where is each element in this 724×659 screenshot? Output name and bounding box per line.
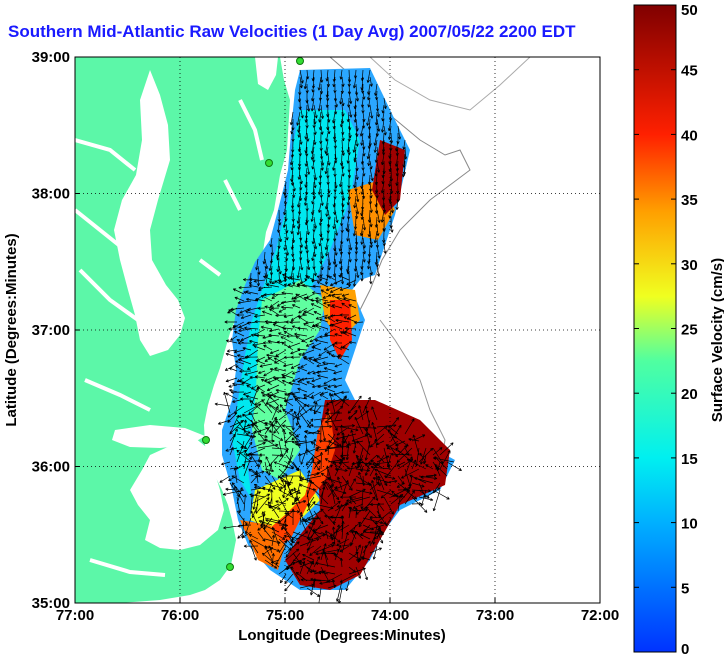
radar-site-marker (202, 436, 210, 444)
x-tick-label: 72:00 (581, 607, 619, 624)
colorbar-tick-label: 50 (681, 2, 698, 19)
colorbar-tick-label: 40 (681, 127, 698, 144)
colorbar-tick-label: 45 (681, 63, 698, 80)
y-tick-label: 37:00 (32, 322, 70, 339)
x-tick-label: 75:00 (266, 607, 304, 624)
y-tick-label: 36:00 (32, 459, 70, 476)
colorbar-tick-label: 10 (681, 516, 698, 533)
colorbar (633, 4, 677, 653)
x-axis-label: Longitude (Degrees:Minutes) (238, 627, 446, 644)
y-tick-label: 35:00 (32, 595, 70, 612)
velocity-arrow-set (214, 69, 462, 603)
velocity-field (214, 68, 462, 603)
radar-sites (202, 57, 304, 571)
velocity-region (372, 140, 405, 215)
colorbar-tick-label: 0 (681, 641, 689, 658)
x-tick-label: 77:00 (56, 607, 94, 624)
bathymetry-contour (369, 57, 531, 111)
y-axis-label: Latitude (Degrees:Minutes) (3, 233, 20, 426)
radar-site-marker (265, 159, 273, 167)
colorbar-tick-label: 25 (681, 322, 698, 339)
chesapeake-bay (114, 70, 185, 356)
colorbar-tick-label: 20 (681, 386, 698, 403)
x-tick-label: 74:00 (371, 607, 409, 624)
radar-site-marker (226, 563, 234, 571)
delaware-bay (255, 57, 278, 90)
colorbar-tick-label: 5 (681, 580, 689, 597)
colorbar-tick-label: 15 (681, 451, 698, 468)
albemarle-sound (112, 425, 205, 448)
y-tick-label: 39:00 (32, 49, 70, 66)
colorbar-tick-label: 35 (681, 192, 698, 209)
radar-site-marker (296, 57, 304, 65)
y-axis-ticks: 39:00 38:00 37:00 36:00 35:00 (32, 49, 80, 612)
colorbar-label: Surface Velocity (cm/s) (709, 258, 724, 422)
x-tick-label: 73:00 (476, 607, 514, 624)
pamlico-sound (130, 438, 224, 550)
velocity-region (240, 520, 285, 570)
river-inlets (75, 99, 264, 577)
y-tick-label: 38:00 (32, 186, 70, 203)
x-axis-ticks: 77:00 76:00 75:00 74:00 73:00 72:00 (56, 598, 619, 624)
velocity-arrows (214, 69, 462, 603)
grid-lines (75, 57, 600, 603)
velocity-region (262, 410, 335, 550)
x-tick-label: 76:00 (161, 607, 199, 624)
colorbar-tick-label: 30 (681, 257, 698, 274)
map-title: Southern Mid-Atlantic Raw Velocities (1 … (8, 22, 576, 41)
